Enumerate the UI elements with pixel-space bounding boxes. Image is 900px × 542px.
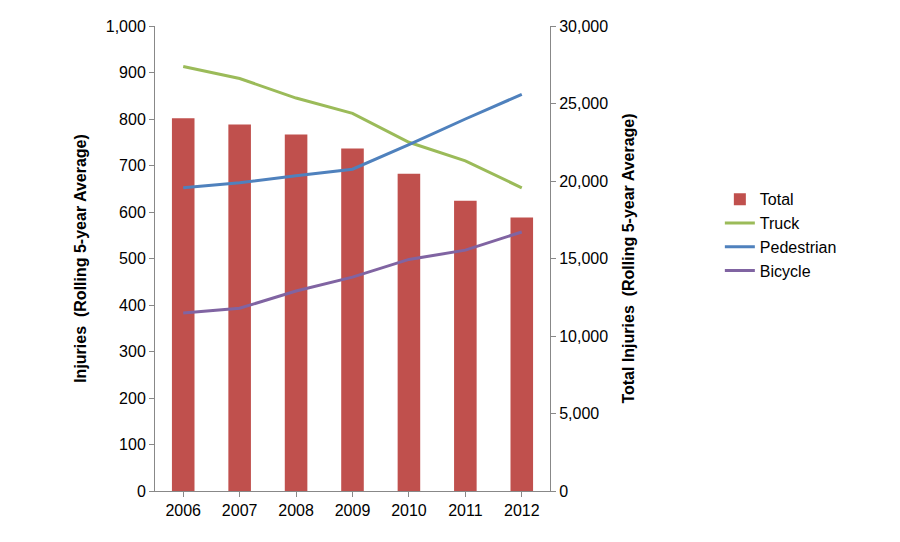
svg-text:100: 100	[119, 436, 146, 453]
svg-text:2006: 2006	[165, 502, 201, 519]
svg-text:Truck: Truck	[760, 215, 800, 232]
svg-text:800: 800	[119, 111, 146, 128]
svg-text:0: 0	[559, 483, 568, 500]
svg-text:2011: 2011	[448, 502, 483, 519]
svg-text:Total: Total	[760, 191, 794, 208]
svg-text:200: 200	[119, 390, 146, 407]
svg-text:10,000: 10,000	[559, 328, 608, 345]
svg-text:Injuries (Rolling 5-year Aver: Injuries (Rolling 5-year Average)	[72, 134, 89, 383]
svg-text:5,000: 5,000	[559, 405, 599, 422]
svg-text:Bicycle: Bicycle	[760, 263, 811, 280]
svg-text:2012: 2012	[504, 502, 540, 519]
svg-text:400: 400	[119, 297, 146, 314]
svg-text:300: 300	[119, 343, 146, 360]
svg-text:20,000: 20,000	[559, 173, 608, 190]
svg-text:Total Injuries (Rolling 5-yea: Total Injuries (Rolling 5-year Average)	[620, 113, 637, 403]
svg-text:700: 700	[119, 157, 146, 174]
svg-text:Pedestrian: Pedestrian	[760, 239, 837, 256]
svg-text:900: 900	[119, 64, 146, 81]
svg-text:2007: 2007	[222, 502, 258, 519]
svg-text:25,000: 25,000	[559, 95, 608, 112]
svg-text:2009: 2009	[335, 502, 371, 519]
svg-text:0: 0	[137, 483, 146, 500]
svg-text:600: 600	[119, 204, 146, 221]
svg-text:500: 500	[119, 250, 146, 267]
svg-text:2010: 2010	[391, 502, 427, 519]
svg-text:2008: 2008	[278, 502, 314, 519]
svg-text:15,000: 15,000	[559, 250, 608, 267]
svg-text:30,000: 30,000	[559, 18, 608, 35]
svg-text:1,000: 1,000	[106, 18, 146, 35]
